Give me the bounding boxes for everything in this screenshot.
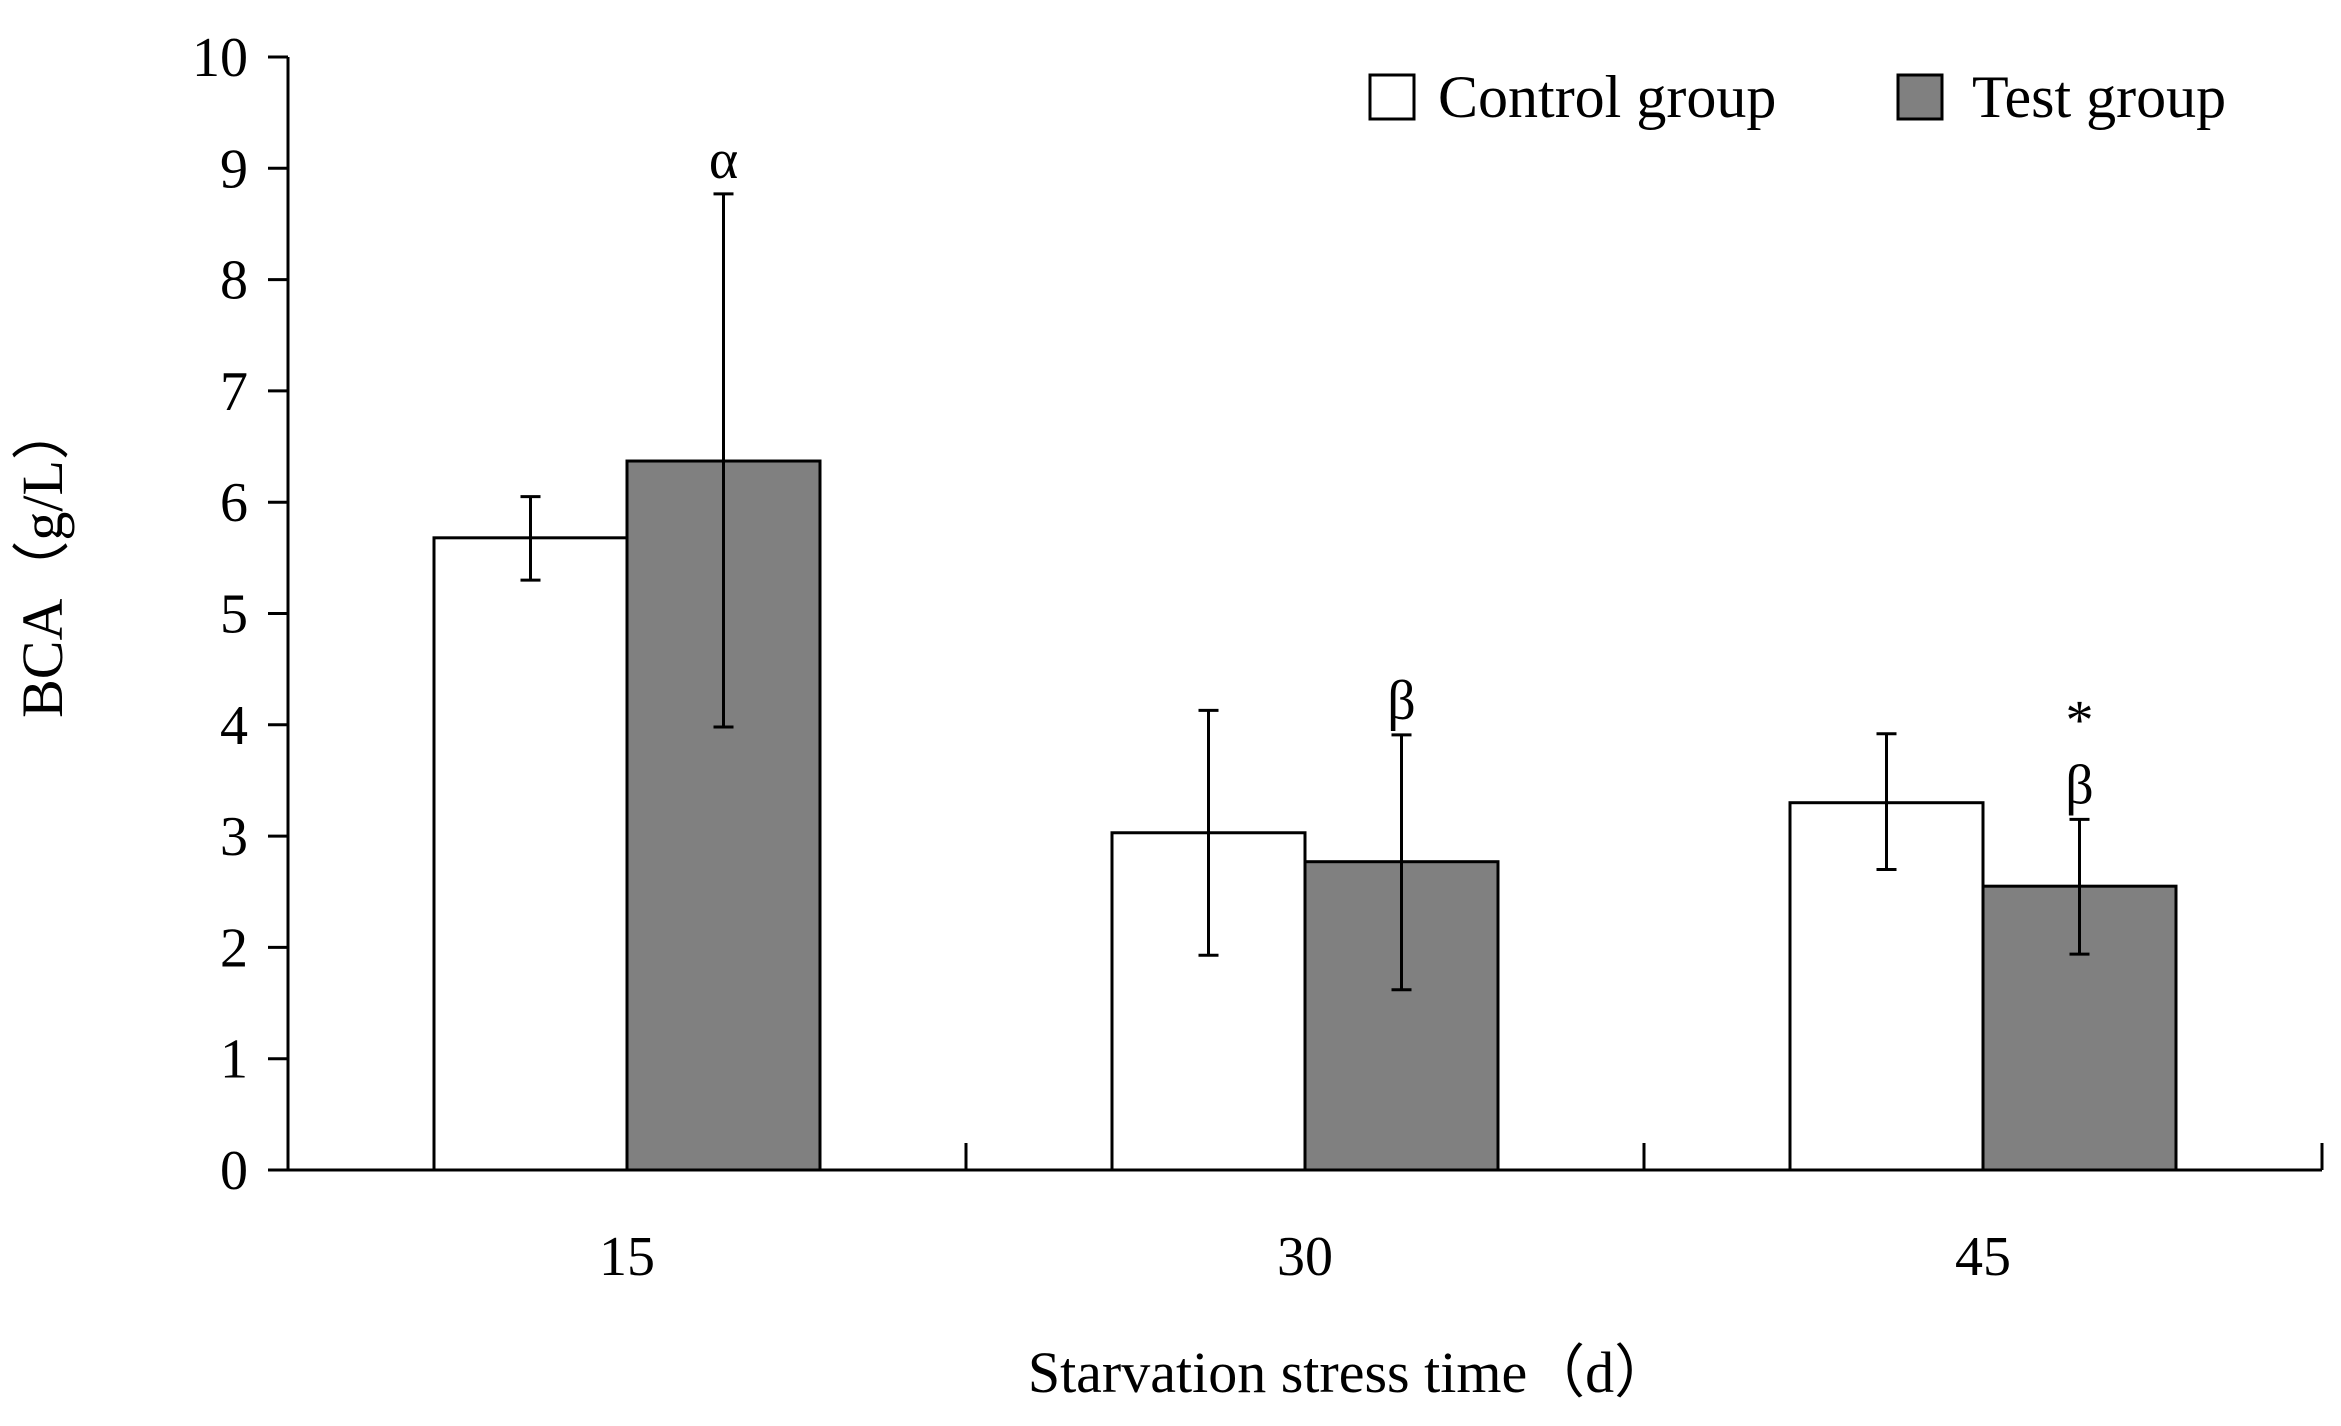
y-tick-label: 2: [220, 917, 248, 979]
x-tick-label: 15: [599, 1226, 655, 1288]
y-tick-label: 7: [220, 361, 248, 423]
y-tick-label: 5: [220, 584, 248, 646]
legend-label-test: Test group: [1972, 64, 2226, 130]
y-tick-label: 8: [220, 250, 248, 312]
legend: Control group Test group: [1368, 64, 2226, 130]
y-tick-label: 0: [220, 1140, 248, 1202]
bar-control-15: [432, 536, 629, 1172]
annotation-asterisk: *: [2066, 689, 2094, 751]
x-axis-title: Starvation stress time（d）: [1028, 1340, 1672, 1405]
y-tick-label: 9: [220, 138, 248, 200]
x-tick-label: 45: [1955, 1226, 2011, 1288]
error-bars-layer: [520, 192, 2090, 992]
legend-label-control: Control group: [1438, 64, 1776, 130]
annotation-symbol: β: [2065, 754, 2094, 816]
legend-swatch-test: [1896, 73, 1944, 121]
y-tick-label: 3: [220, 806, 248, 868]
y-tick-label: 10: [192, 27, 248, 89]
bars-layer: [432, 459, 2178, 1172]
y-ticks: 0 1 2 3 4 5 6 7 8 9 10: [192, 27, 288, 1202]
y-tick-label: 6: [220, 472, 248, 534]
y-tick-label: 1: [220, 1029, 248, 1091]
significance-annotations: αβ *β: [709, 129, 2094, 817]
annotation-symbol: α: [709, 129, 738, 191]
y-axis-title: BCA（g/L）: [10, 402, 75, 718]
y-tick-label: 4: [220, 695, 248, 757]
x-ticks: 15 30 45: [599, 1143, 2324, 1288]
annotation-symbol: β: [1387, 670, 1416, 732]
legend-swatch-control: [1368, 73, 1416, 121]
x-tick-label: 30: [1277, 1226, 1333, 1288]
